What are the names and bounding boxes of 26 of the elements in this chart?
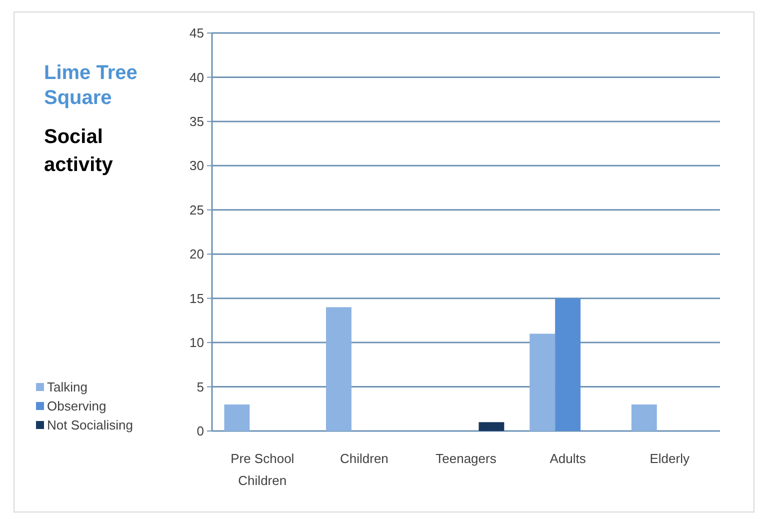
y-tick-label: 30 (190, 158, 204, 174)
legend-label: Talking (47, 380, 88, 395)
y-tick-label: 5 (196, 379, 204, 394)
text: Lime Tree Square (44, 62, 138, 109)
x-tick-label: Children (340, 451, 388, 466)
legend-label: Observing (47, 398, 106, 414)
bar (224, 404, 250, 431)
bar (530, 334, 556, 431)
x-tick-label: Pre School Children (230, 451, 294, 488)
y-tick-label: 25 (190, 202, 204, 218)
y-tick-label: 15 (190, 290, 204, 306)
bar (326, 307, 352, 431)
bar (631, 404, 657, 431)
y-tick-label: 10 (190, 335, 204, 350)
legend-label: Not Socialising (47, 418, 133, 433)
y-tick-label: 20 (190, 246, 204, 262)
y-tick-label: 35 (190, 114, 204, 129)
bar (555, 298, 581, 431)
text: Social activity (44, 126, 114, 176)
x-tick-label: Adults (550, 451, 586, 466)
y-tick-label: 40 (190, 70, 204, 85)
x-tick-label: Elderly (650, 451, 690, 466)
y-tick-label: 0 (196, 424, 204, 439)
y-tick-label: 45 (190, 26, 204, 41)
bar (478, 422, 504, 431)
x-tick-label: Teenagers (436, 451, 497, 466)
